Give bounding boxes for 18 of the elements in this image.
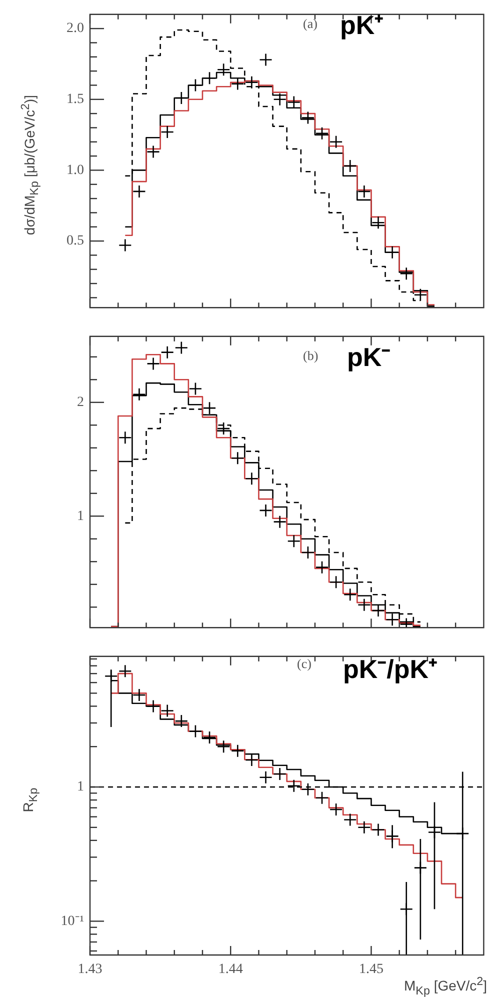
x-tick-label: 1.45: [358, 962, 384, 978]
y-tick-label: 2.0: [66, 21, 84, 36]
y-tick-label: 10⁻¹: [60, 914, 84, 929]
annotation: pK⁻/pK⁺: [343, 653, 438, 686]
y-tick-label: 1: [77, 780, 84, 795]
y-tick-label: 2: [77, 395, 84, 410]
y-tick-label: 0.5: [66, 234, 84, 249]
y-tick-label: 1.5: [66, 92, 84, 108]
annotation: (b): [303, 348, 318, 364]
x-tick-label: 1.43: [78, 962, 102, 978]
annotation: pK⁺: [340, 9, 384, 42]
y-tick-label: 1.0: [66, 162, 84, 178]
annotation: (c): [297, 656, 312, 672]
annotation: pK⁻: [347, 341, 391, 374]
annotation: (a): [303, 16, 318, 32]
x-axis-title: M$_{Kp}$ [GeV/c$^{2}$]: [404, 974, 487, 997]
x-tick-label: 1.44: [218, 962, 243, 978]
y-tick-label: 1: [77, 508, 84, 524]
